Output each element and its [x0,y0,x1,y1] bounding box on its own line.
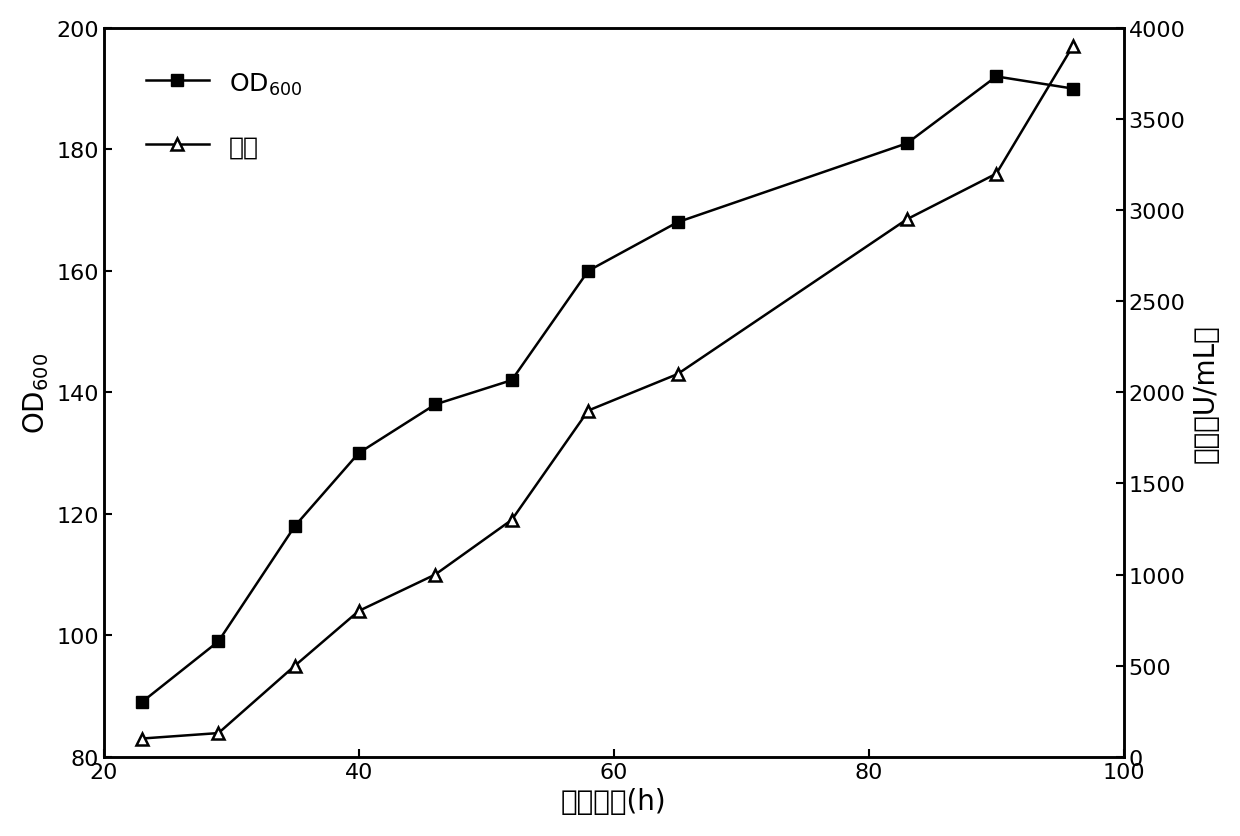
Legend: OD$_{600}$, 酶活: OD$_{600}$, 酶活 [117,41,332,190]
Y-axis label: OD$_{600}$: OD$_{600}$ [21,352,51,433]
X-axis label: 发酵时间(h): 发酵时间(h) [560,788,667,815]
Y-axis label: 酶活（U/mL）: 酶活（U/mL） [1192,324,1219,462]
